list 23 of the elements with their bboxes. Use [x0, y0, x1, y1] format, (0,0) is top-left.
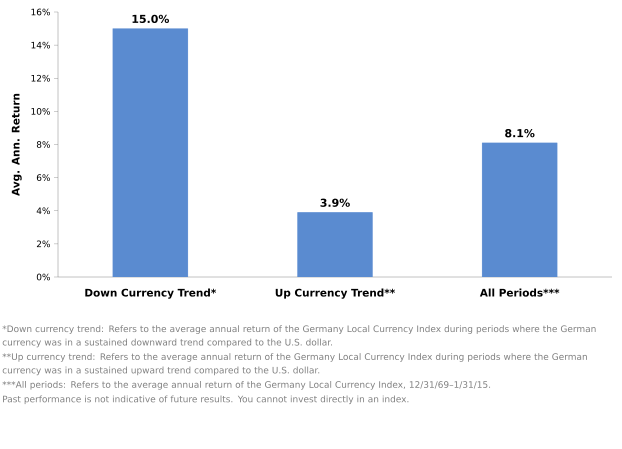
bar	[482, 142, 558, 278]
y-tick-label: 6%	[36, 174, 50, 182]
y-tick-label: 8%	[36, 141, 50, 148]
y-tick-label: 12%	[32, 74, 50, 82]
y-tick-label: 0%	[36, 274, 50, 280]
data-label: 8.1%	[505, 129, 535, 138]
y-tick-label: 16%	[32, 8, 50, 16]
x-tick-label: All Periods***	[480, 288, 560, 297]
y-tick-label: 4%	[36, 207, 50, 214]
x-tick-label: Down Currency Trend*	[85, 288, 216, 299]
bar	[112, 28, 188, 278]
text: Past performance is not indicative of future results. You cannot invest directly in an index.	[3, 395, 408, 404]
bar	[297, 212, 373, 278]
y-axis-title: Avg. Ann. Return	[12, 94, 22, 196]
text: ***All periods: Refers to the average annual return of the Germany Local Currency Index, 12/31/69–1/31/15.	[2, 380, 490, 390]
y-tick-label: 14%	[32, 42, 50, 49]
text: *Down currency trend: Refers to the average annual return of the Germany Local Currency Index during periods where the German currency was in a sustained downward trend compared to the U.S. dollar.	[2, 325, 596, 348]
text: **Up currency trend: Refers to the average annual return of the Germany Local Currency Index during periods where the German currency was in a sustained upward trend compared to the U.S. dollar.	[2, 353, 587, 376]
x-tick-label: Up Currency Trend**	[276, 288, 395, 299]
data-label: 3.9%	[320, 198, 350, 207]
y-tick-label: 10%	[32, 108, 50, 115]
data-label: 15.0%	[132, 14, 169, 24]
y-tick-label: 2%	[36, 240, 50, 248]
